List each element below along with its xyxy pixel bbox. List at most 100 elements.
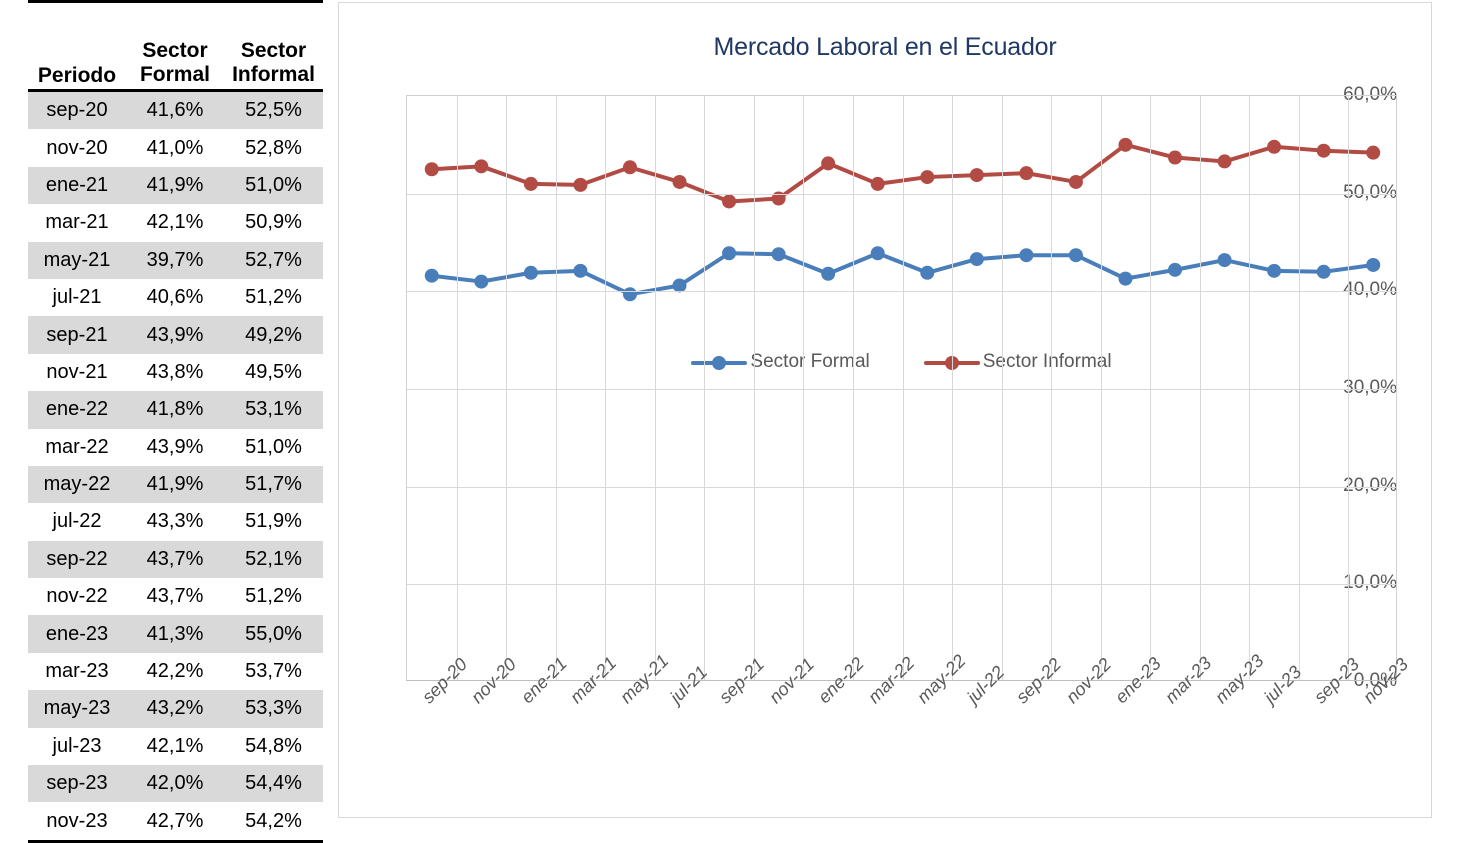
y-axis-tick-label: 30,0% (1343, 377, 1397, 398)
data-point-marker (722, 246, 737, 261)
data-point-marker (622, 160, 637, 175)
cell-periodo: nov-20 (46, 136, 108, 159)
plot-area: Sector Formal Sector Informal (406, 95, 1397, 681)
column-header-sector-informal-line1: Sector (240, 38, 307, 62)
table-row: jul-23 42,1% 54,8% (28, 728, 323, 765)
data-point-marker (771, 191, 786, 206)
vertical-gridline (902, 96, 904, 680)
cell-sector-informal: 52,5% (224, 90, 323, 130)
cell-sector-informal: 53,1% (224, 391, 323, 429)
column-header-sector-formal-line1: Sector (142, 38, 208, 62)
data-point-marker (1118, 271, 1133, 286)
column-header-periodo: Periodo (28, 0, 126, 92)
table-row: mar-23 42,2% 53,7% (28, 653, 323, 690)
data-point-marker (1267, 263, 1282, 278)
data-point-marker (1168, 262, 1183, 277)
y-axis-tick-label: 10,0% (1343, 572, 1397, 594)
data-point-marker (821, 266, 836, 281)
data-point-marker (870, 246, 885, 261)
cell-sector-formal: 42,7% (126, 802, 224, 843)
cell-periodo: sep-23 (28, 765, 126, 803)
cell-sector-informal: 55,0% (224, 615, 323, 653)
cell-sector-formal: 40,6% (146, 286, 204, 309)
data-point-marker (1366, 145, 1381, 160)
horizontal-gridline (407, 486, 1396, 488)
table-row: sep-20 41,6% 52,5% (28, 90, 323, 130)
data-point-marker (969, 168, 984, 183)
vertical-gridline (852, 96, 854, 680)
cell-sector-informal: 54,8% (245, 734, 302, 757)
table-row: jul-21 40,6% 51,2% (28, 279, 323, 316)
data-point-marker (1316, 264, 1331, 279)
data-point-marker (672, 174, 687, 189)
chart-title: Mercado Laboral en el Ecuador (713, 33, 1057, 61)
cell-sector-formal: 43,2% (126, 690, 224, 728)
table-row: nov-23 42,7% 54,2% (28, 802, 323, 843)
cell-sector-formal: 42,0% (126, 765, 224, 803)
cell-sector-informal: 53,7% (245, 660, 302, 683)
vertical-gridline (654, 96, 656, 680)
cell-periodo: may-23 (28, 690, 126, 728)
data-point-marker (1019, 248, 1034, 263)
table-row: ene-23 41,3% 55,0% (28, 615, 323, 653)
table-row: sep-21 43,9% 49,2% (28, 316, 323, 354)
vertical-gridline (952, 96, 954, 680)
cell-periodo: mar-22 (45, 435, 109, 458)
data-point-marker (622, 287, 637, 302)
vertical-gridline (753, 96, 755, 680)
cell-periodo: ene-22 (28, 391, 126, 429)
cell-periodo: jul-22 (52, 510, 102, 533)
data-point-marker (523, 176, 538, 191)
cell-periodo: may-21 (28, 241, 126, 279)
data-point-marker (672, 278, 687, 293)
data-point-marker (870, 176, 885, 191)
table-row: may-22 41,9% 51,7% (28, 465, 323, 504)
cell-periodo: nov-22 (46, 585, 108, 608)
column-header-sector-informal: Sector Informal (224, 0, 323, 92)
y-axis-tick-label: 40,0% (1343, 279, 1397, 301)
data-point-marker (722, 194, 737, 209)
cell-periodo: sep-22 (28, 540, 126, 579)
cell-sector-informal: 51,2% (245, 286, 302, 309)
cell-sector-formal: 42,1% (146, 211, 204, 234)
cell-sector-formal: 42,1% (146, 734, 204, 757)
cell-sector-formal: 41,3% (126, 615, 224, 653)
cell-periodo: ene-21 (28, 166, 126, 205)
data-point-marker (1316, 143, 1331, 158)
cell-sector-informal: 49,5% (245, 360, 302, 383)
cell-sector-formal: 43,9% (126, 316, 224, 354)
cell-sector-formal: 43,9% (146, 435, 204, 458)
cell-periodo: mar-23 (45, 660, 109, 683)
cell-sector-informal: 51,0% (224, 166, 323, 205)
vertical-gridline (1249, 96, 1251, 680)
horizontal-gridline (407, 193, 1396, 195)
y-axis-tick-label: 60,0% (1343, 84, 1397, 105)
table-row: may-23 43,2% 53,3% (28, 690, 323, 728)
horizontal-gridline (407, 389, 1396, 390)
cell-periodo: jul-23 (52, 734, 102, 757)
cell-sector-informal: 51,7% (224, 465, 323, 504)
cell-sector-formal: 41,9% (126, 465, 224, 504)
data-point-marker (1168, 150, 1183, 165)
table-body: sep-20 41,6% 52,5% nov-20 41,0% 52,8% ene-21 41… (28, 90, 323, 843)
cell-sector-informal: 53,3% (224, 690, 323, 728)
cell-periodo: jul-21 (52, 286, 102, 309)
data-point-marker (424, 268, 439, 283)
cell-periodo: sep-21 (28, 316, 126, 354)
data-point-marker (920, 170, 935, 185)
cell-periodo: sep-20 (28, 90, 126, 130)
table-header-row: Periodo Sector Formal Sector Informal (28, 0, 323, 92)
table-row: may-21 39,7% 52,7% (28, 241, 323, 279)
cell-sector-informal: 51,2% (245, 585, 302, 608)
cell-sector-informal: 51,0% (245, 435, 302, 458)
cell-sector-formal: 43,7% (146, 585, 204, 608)
horizontal-gridline (407, 291, 1396, 293)
data-point-marker (1068, 174, 1083, 189)
table-row: nov-22 43,7% 51,2% (28, 578, 323, 615)
data-point-marker (1267, 139, 1282, 154)
cell-sector-formal: 41,0% (146, 136, 204, 159)
column-header-sector-informal-line2: Informal (232, 62, 315, 86)
data-point-marker (920, 265, 935, 280)
cell-periodo: ene-23 (28, 615, 126, 653)
cell-periodo: nov-21 (46, 360, 108, 383)
